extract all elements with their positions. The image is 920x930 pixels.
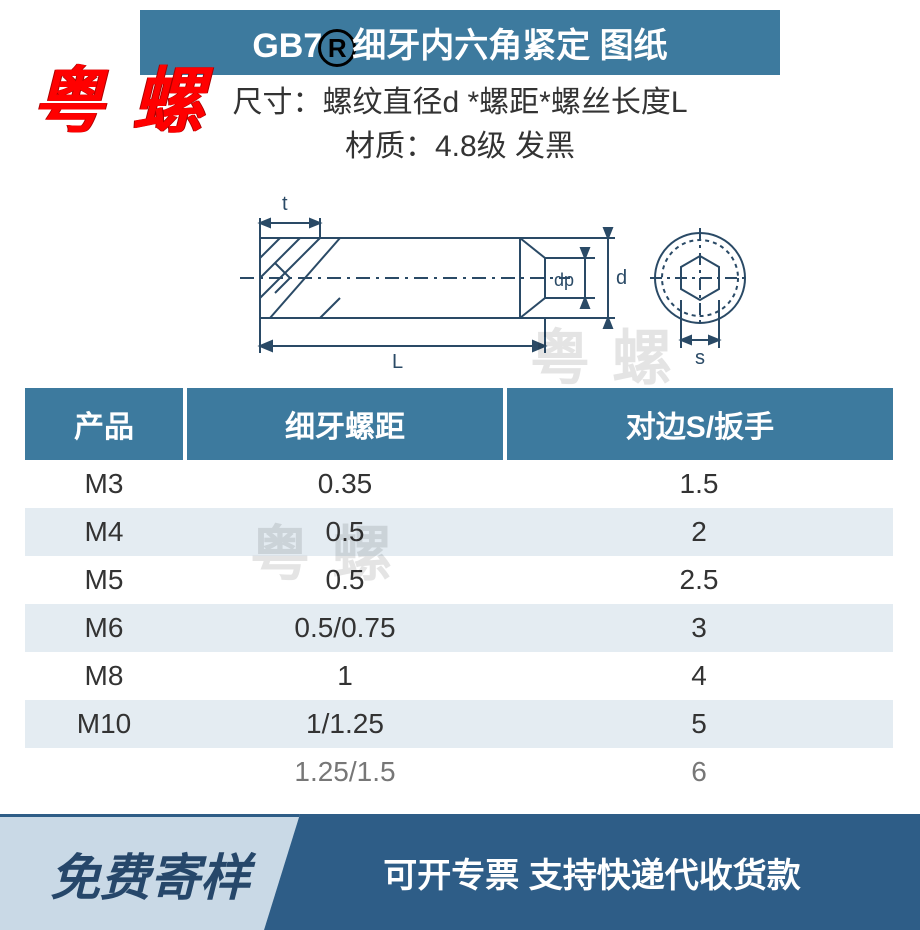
- col-wrench: 对边S/扳手: [505, 388, 893, 460]
- table-row: M3 0.35 1.5: [25, 460, 893, 508]
- cell: 1.25/1.5: [185, 748, 505, 796]
- cell: 1.5: [505, 460, 893, 508]
- dim-label-s: s: [695, 347, 705, 369]
- footer-left: 免费寄样: [0, 814, 300, 930]
- cell: [25, 748, 185, 796]
- cell: M6: [25, 604, 185, 652]
- cell: M4: [25, 508, 185, 556]
- cell: 6: [505, 748, 893, 796]
- title-prefix: GB7: [252, 27, 322, 65]
- footer-banner: 免费寄样 可开专票 支持快递代收货款: [0, 814, 920, 930]
- table-row: M10 1/1.25 5: [25, 700, 893, 748]
- cell: 0.35: [185, 460, 505, 508]
- cell: 3: [505, 604, 893, 652]
- watermark-brand-red: 粤螺: [32, 42, 232, 147]
- cell: 2: [505, 508, 893, 556]
- cell: 5: [505, 700, 893, 748]
- col-product: 产品: [25, 388, 185, 460]
- table-row: M4 0.5 2: [25, 508, 893, 556]
- table-row: M8 1 4: [25, 652, 893, 700]
- cell: 0.5: [185, 556, 505, 604]
- cell: 0.5: [185, 508, 505, 556]
- title-banner: GB7R细牙内六角紧定 图纸: [140, 10, 780, 75]
- cell: M10: [25, 700, 185, 748]
- table-row: M6 0.5/0.75 3: [25, 604, 893, 652]
- cell: 4: [505, 652, 893, 700]
- cell: M3: [25, 460, 185, 508]
- table-body: M3 0.35 1.5 M4 0.5 2 M5 0.5 2.5 M6 0.5/0…: [25, 460, 893, 796]
- title-suffix: 细牙内六角紧定 图纸: [352, 27, 667, 65]
- registered-icon: R: [318, 29, 356, 67]
- table-row: M5 0.5 2.5: [25, 556, 893, 604]
- cell: 0.5/0.75: [185, 604, 505, 652]
- table-row-cutoff: 1.25/1.5 6: [25, 748, 893, 796]
- cell: 2.5: [505, 556, 893, 604]
- dim-label-d: d: [616, 267, 627, 289]
- cell: M5: [25, 556, 185, 604]
- spec-table: 产品 细牙螺距 对边S/扳手 M3 0.35 1.5 M4 0.5 2 M5 0…: [25, 388, 895, 796]
- technical-diagram: t L dp d: [0, 178, 920, 378]
- dim-label-L: L: [392, 351, 403, 373]
- cell: 1: [185, 652, 505, 700]
- cell: 1/1.25: [185, 700, 505, 748]
- table-header-row: 产品 细牙螺距 对边S/扳手: [25, 388, 893, 460]
- cell: M8: [25, 652, 185, 700]
- dim-label-dp: dp: [554, 270, 574, 290]
- dim-label-t: t: [282, 193, 288, 215]
- col-pitch: 细牙螺距: [185, 388, 505, 460]
- footer-right: 可开专票 支持快递代收货款: [264, 814, 920, 930]
